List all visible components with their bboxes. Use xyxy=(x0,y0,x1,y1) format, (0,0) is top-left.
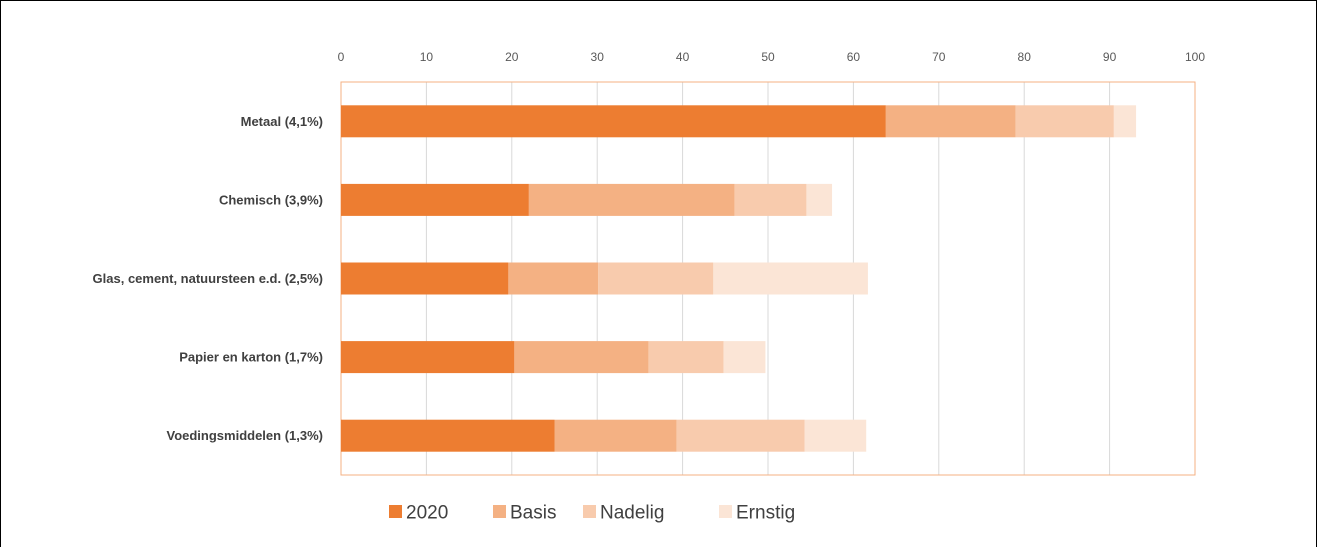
legend-swatch xyxy=(719,505,732,518)
x-tick-label: 30 xyxy=(591,50,605,64)
category-label: Papier en karton (1,7%) xyxy=(179,350,323,365)
bar-segment xyxy=(806,183,833,216)
bar-segment xyxy=(341,105,886,138)
bar-segment xyxy=(1113,105,1137,138)
x-tick-label: 90 xyxy=(1103,50,1117,64)
category-label: Metaal (4,1%) xyxy=(241,114,323,129)
legend-label: Ernstig xyxy=(736,503,795,524)
x-tick-label: 70 xyxy=(932,50,946,64)
bar-segment xyxy=(723,341,766,374)
x-tick-label: 80 xyxy=(1018,50,1032,64)
bar-segment xyxy=(713,262,868,295)
bar-segment xyxy=(648,341,724,374)
legend-label: 2020 xyxy=(406,503,448,524)
legend-label: Basis xyxy=(510,503,556,524)
legend-swatch xyxy=(493,505,506,518)
x-axis-ticks: 0 10 20 30 40 50 60 70 80 90 100 xyxy=(338,50,1206,64)
bars xyxy=(341,105,1137,452)
bar-segment xyxy=(885,105,1016,138)
bar-segment xyxy=(341,183,529,216)
bar-segment xyxy=(804,419,867,452)
x-tick-label: 20 xyxy=(505,50,519,64)
legend-label: Nadelig xyxy=(600,503,664,524)
bar-segment xyxy=(341,262,509,295)
x-tick-label: 100 xyxy=(1185,50,1205,64)
category-label: Voedingsmiddelen (1,3%) xyxy=(166,428,323,443)
x-tick-label: 50 xyxy=(761,50,775,64)
bar-segment xyxy=(554,419,677,452)
bar-segment xyxy=(528,183,735,216)
bar-segment xyxy=(514,341,649,374)
legend-swatch xyxy=(583,505,596,518)
bar-segment xyxy=(598,262,714,295)
category-labels: Metaal (4,1%) Chemisch (3,9%) Glas, cement… xyxy=(93,114,323,443)
bar-segment xyxy=(341,419,555,452)
legend: 2020 Basis Nadelig Ernstig xyxy=(389,503,795,524)
bar-segment xyxy=(1015,105,1114,138)
bar-segment xyxy=(508,262,599,295)
category-label: Chemisch (3,9%) xyxy=(219,192,323,207)
x-tick-label: 0 xyxy=(338,50,345,64)
bar-segment xyxy=(676,419,805,452)
x-tick-label: 10 xyxy=(420,50,434,64)
bar-segment xyxy=(734,183,807,216)
x-tick-label: 40 xyxy=(676,50,690,64)
x-tick-label: 60 xyxy=(847,50,861,64)
category-label: Glas, cement, natuursteen e.d. (2,5%) xyxy=(93,271,323,286)
legend-swatch xyxy=(389,505,402,518)
bar-segment xyxy=(341,341,515,374)
